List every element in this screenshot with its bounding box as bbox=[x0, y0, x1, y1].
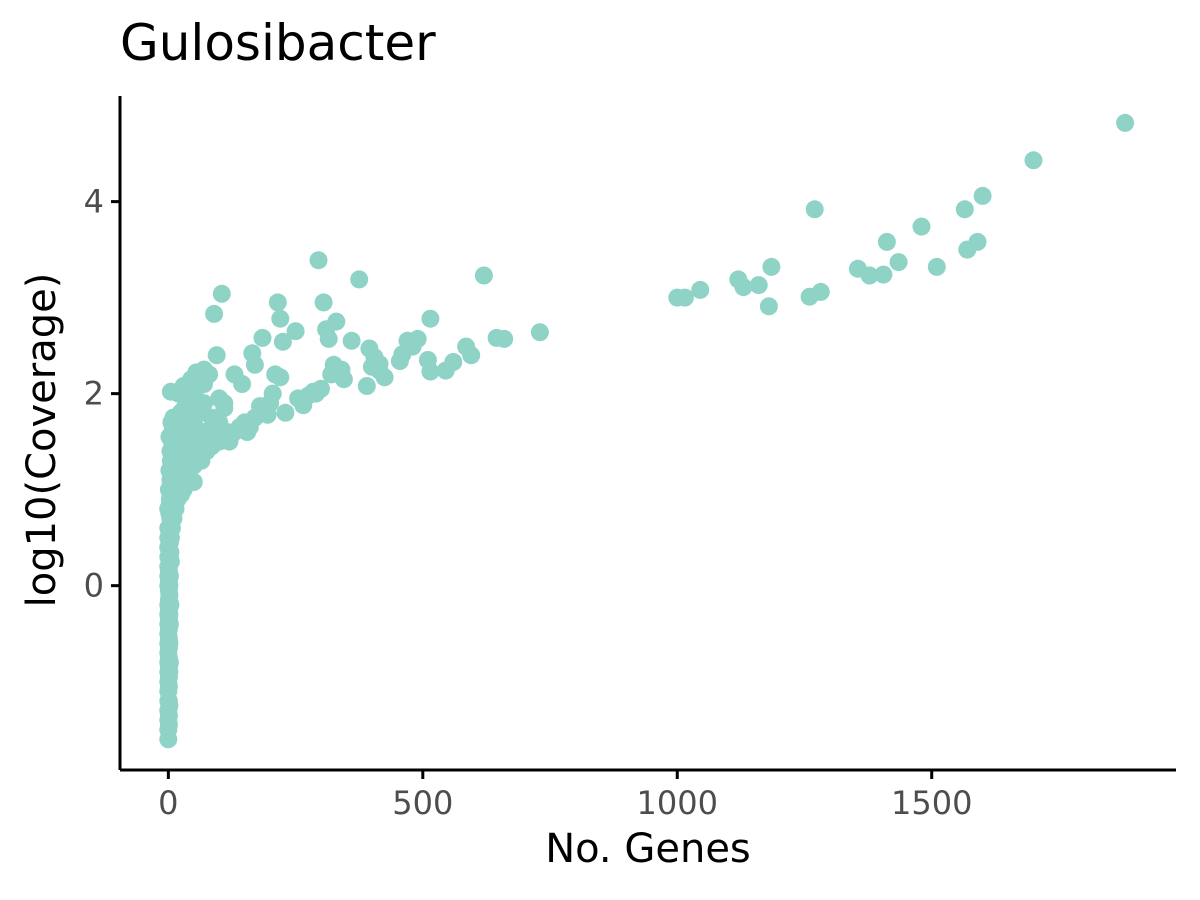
data-point bbox=[162, 509, 181, 528]
data-point bbox=[955, 200, 974, 219]
data-point bbox=[418, 351, 437, 369]
y-tick-label: 0 bbox=[84, 567, 104, 605]
data-point bbox=[457, 337, 476, 356]
data-point bbox=[973, 186, 992, 205]
data-point bbox=[362, 357, 381, 376]
x-tick-label: 1500 bbox=[891, 784, 972, 822]
data-point bbox=[668, 288, 687, 307]
x-axis-label: No. Genes bbox=[545, 826, 751, 872]
data-point bbox=[1116, 113, 1135, 132]
data-point bbox=[436, 361, 455, 380]
data-point bbox=[286, 322, 305, 341]
data-point bbox=[958, 240, 977, 259]
data-point bbox=[205, 304, 224, 323]
axes-layer: 0 2 4 0 500 1000 1500 bbox=[84, 96, 1176, 822]
data-point bbox=[160, 634, 179, 653]
data-point bbox=[360, 339, 379, 358]
data-point bbox=[342, 331, 361, 350]
data-point bbox=[266, 365, 285, 384]
x-tick-label: 500 bbox=[392, 784, 453, 822]
data-point bbox=[289, 389, 308, 408]
data-point bbox=[800, 287, 819, 306]
y-tick-label: 2 bbox=[84, 375, 104, 413]
data-point bbox=[271, 309, 290, 328]
data-point bbox=[165, 456, 184, 475]
data-point bbox=[161, 382, 180, 401]
data-point bbox=[848, 259, 867, 278]
data-point bbox=[759, 297, 778, 316]
data-point bbox=[268, 293, 287, 312]
data-point bbox=[207, 346, 226, 365]
data-point bbox=[160, 567, 179, 586]
data-point bbox=[225, 365, 244, 384]
data-point bbox=[357, 377, 376, 395]
data-point bbox=[889, 253, 908, 272]
data-point bbox=[474, 266, 493, 285]
data-point bbox=[195, 394, 213, 413]
chart-title: Gulosibacter bbox=[120, 14, 436, 72]
data-point bbox=[212, 284, 231, 303]
data-point bbox=[317, 320, 336, 339]
data-point bbox=[161, 552, 180, 571]
data-point bbox=[160, 653, 179, 672]
data-point bbox=[162, 490, 181, 509]
y-tick-label: 4 bbox=[84, 183, 104, 221]
data-point bbox=[322, 365, 341, 384]
data-point bbox=[762, 257, 781, 276]
data-point bbox=[276, 403, 295, 422]
data-point bbox=[1024, 151, 1043, 170]
data-point bbox=[243, 344, 262, 363]
data-point bbox=[160, 696, 179, 715]
data-point bbox=[749, 276, 768, 295]
data-point bbox=[421, 309, 440, 328]
data-point bbox=[390, 352, 409, 370]
x-tick-label: 1000 bbox=[637, 784, 718, 822]
data-point bbox=[195, 375, 213, 393]
data-point bbox=[253, 328, 272, 347]
data-point bbox=[183, 418, 202, 437]
data-point bbox=[350, 270, 369, 289]
data-point bbox=[210, 389, 229, 408]
data-point bbox=[161, 595, 180, 614]
data-point bbox=[398, 331, 417, 350]
data-point bbox=[927, 257, 946, 276]
data-point bbox=[487, 328, 506, 347]
data-point bbox=[912, 217, 931, 236]
data-point bbox=[691, 280, 710, 299]
data-point bbox=[874, 265, 893, 284]
data-point bbox=[729, 270, 748, 289]
data-point bbox=[314, 293, 333, 312]
data-point bbox=[273, 332, 292, 351]
data-point bbox=[805, 200, 824, 219]
x-tick-label: 0 bbox=[158, 784, 178, 822]
data-point bbox=[877, 232, 896, 251]
data-point bbox=[160, 615, 179, 634]
data-point bbox=[309, 251, 328, 270]
data-point bbox=[530, 323, 549, 342]
points-layer bbox=[159, 113, 1135, 749]
